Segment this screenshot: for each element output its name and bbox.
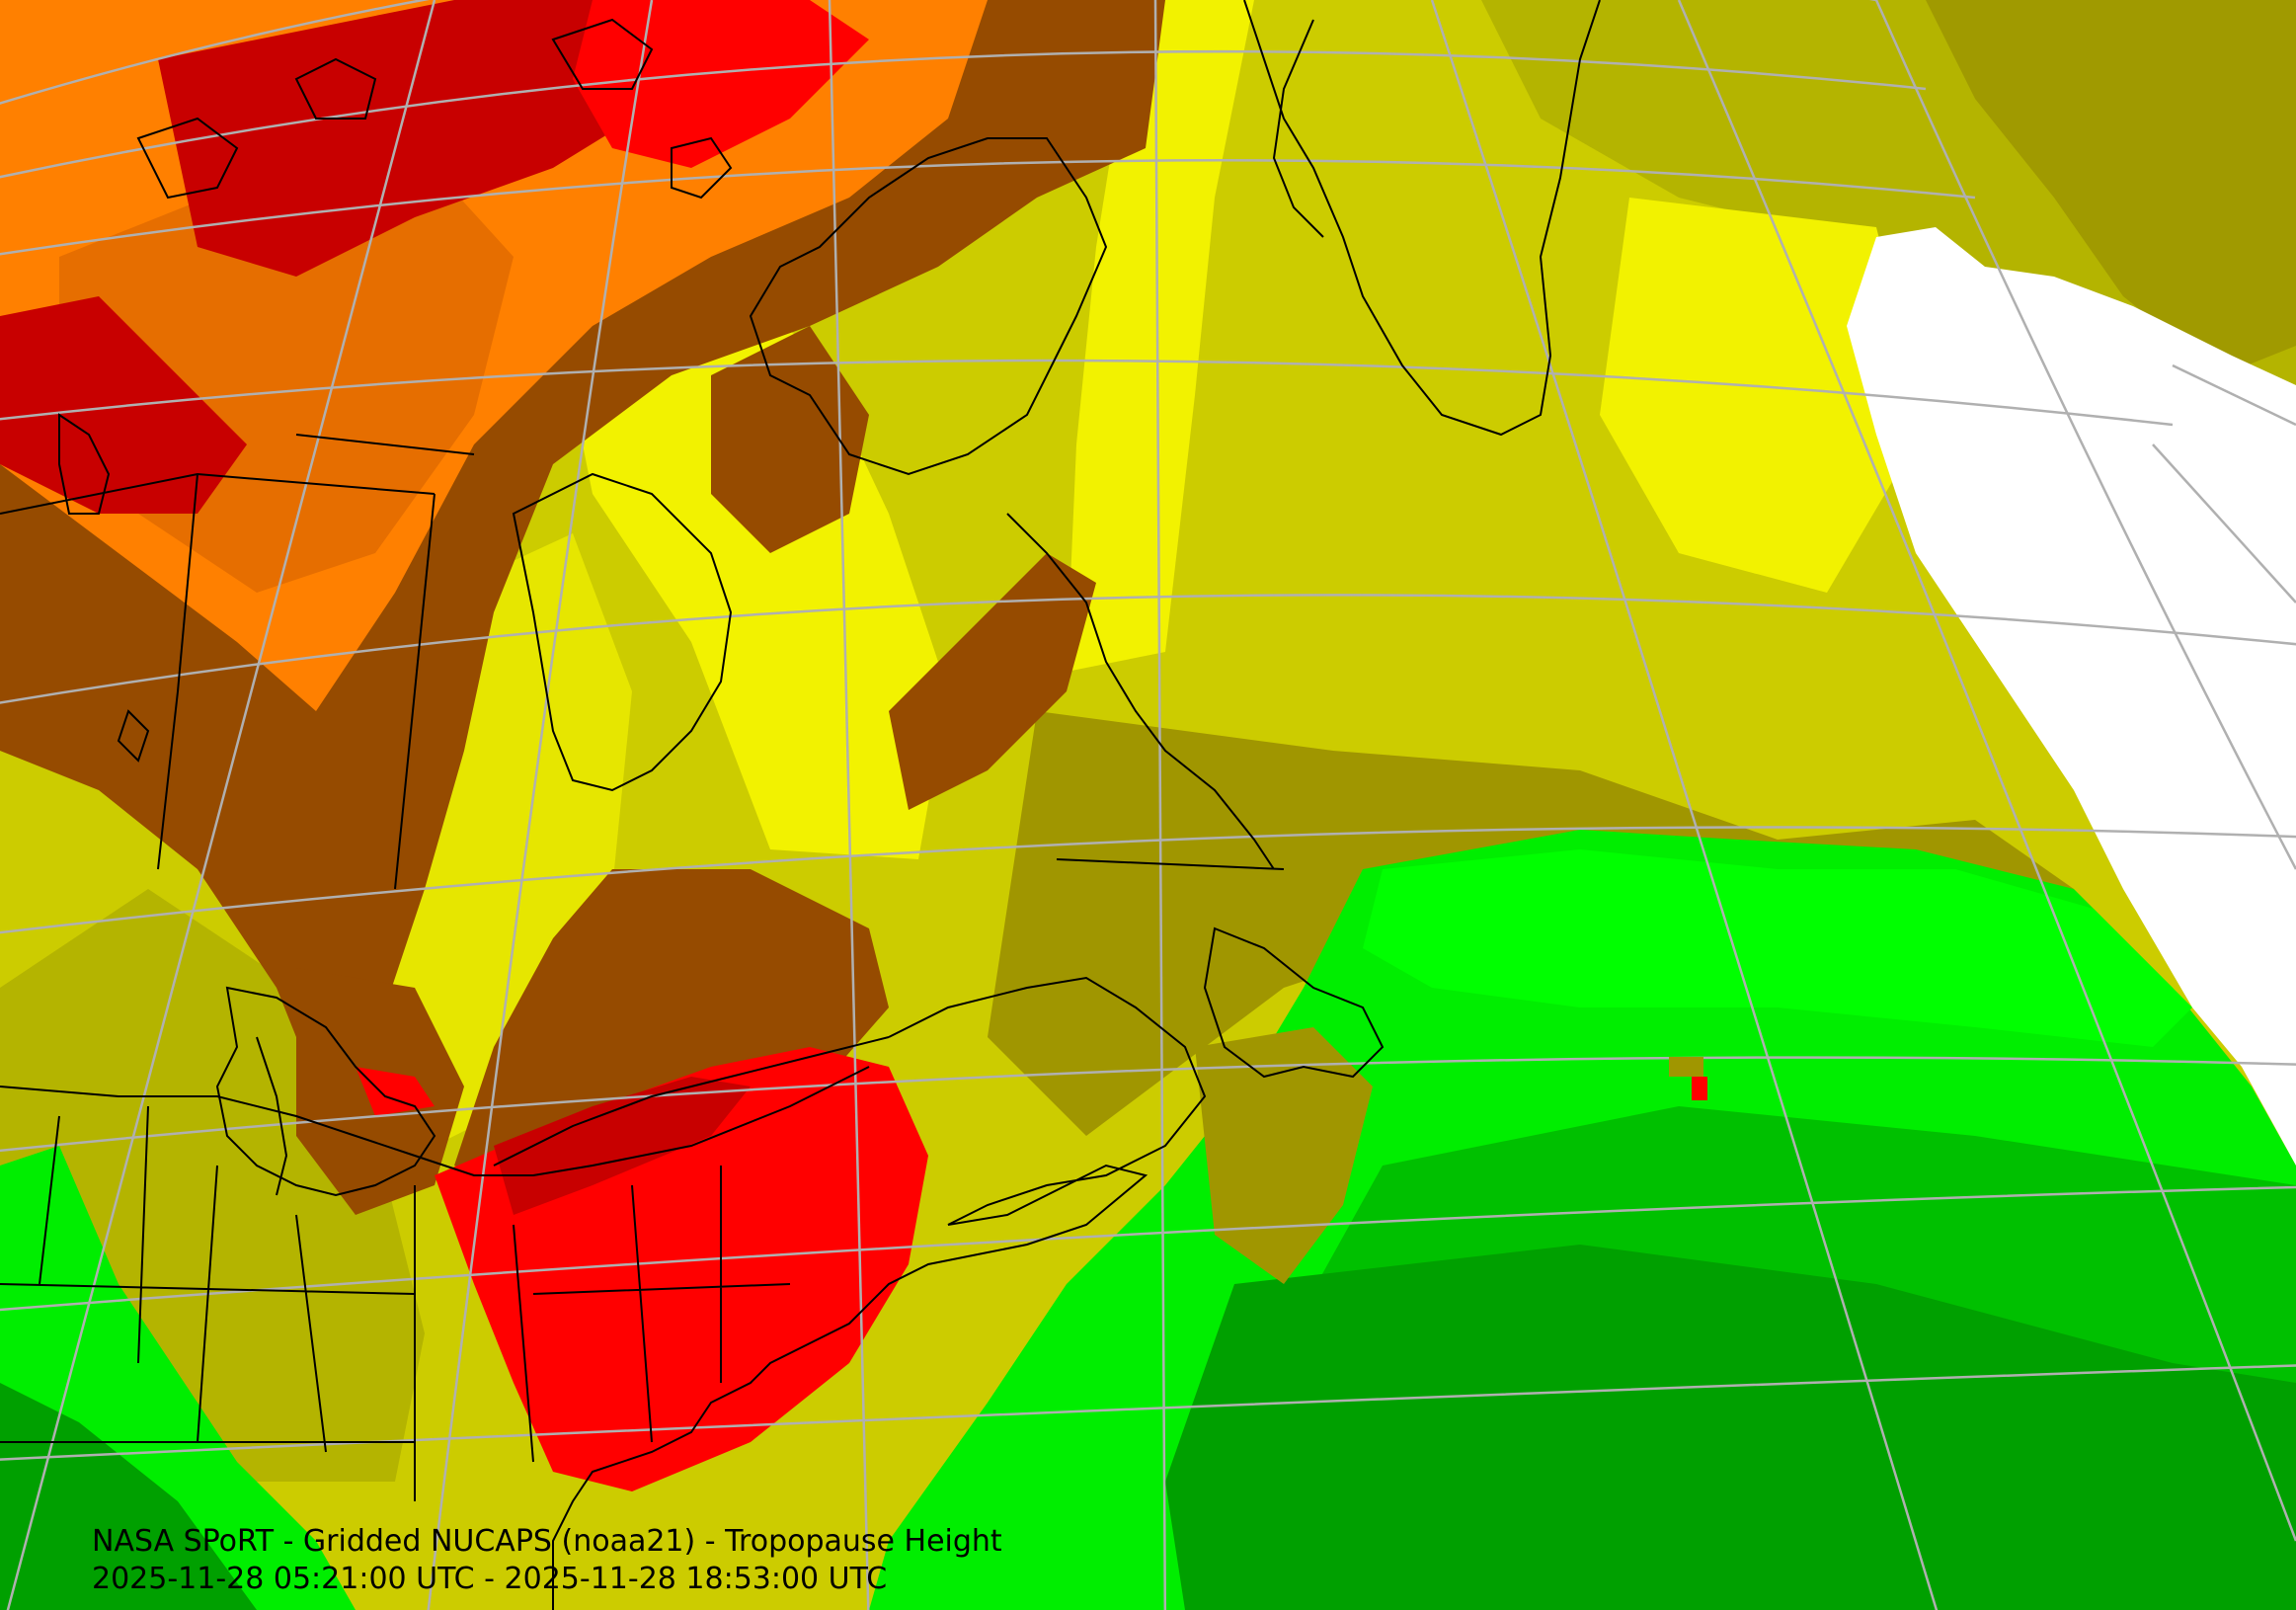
data-pixel-red bbox=[1692, 1077, 1707, 1100]
field-dark-olive-atlantic bbox=[988, 711, 2074, 1136]
greenland-coast bbox=[1243, 0, 1601, 437]
field-dark-red-stlawrence bbox=[494, 1077, 751, 1215]
western-lakes bbox=[58, 413, 150, 763]
coastlines bbox=[0, 0, 1601, 1610]
longitude-line bbox=[1677, 0, 2296, 1542]
latitude-line bbox=[0, 0, 1876, 105]
longitude-line bbox=[2172, 363, 2296, 427]
state-borders bbox=[0, 1105, 791, 1501]
longitude-line bbox=[427, 0, 654, 1610]
field-dark-olive-arctic bbox=[1926, 0, 2296, 375]
longitude-line bbox=[2152, 443, 2296, 604]
field-yellow-labrador bbox=[553, 257, 948, 859]
field-brown-labrador-streak bbox=[889, 553, 1096, 810]
greenland-west-coast bbox=[1272, 19, 1324, 238]
latitude-line bbox=[0, 159, 1976, 256]
latitude-line bbox=[0, 359, 2174, 427]
map-time-range: 2025-11-28 05:21:00 UTC - 2025-11-28 18:… bbox=[92, 1562, 888, 1596]
data-pixel-olive bbox=[1669, 1057, 1703, 1077]
longitude-line bbox=[6, 0, 436, 1610]
hudson-bay-coast bbox=[512, 472, 733, 792]
labrador-coast bbox=[1006, 513, 1275, 870]
field-red-baffin bbox=[573, 0, 869, 168]
field-brown-hudson-east bbox=[711, 326, 869, 553]
longitude-line bbox=[1430, 0, 1939, 1610]
longitude-line bbox=[1874, 0, 2296, 870]
quebec-interior-border bbox=[1056, 858, 1285, 870]
arctic-islands bbox=[136, 18, 733, 200]
latitude-line bbox=[0, 1364, 2296, 1461]
field-red-north bbox=[158, 0, 711, 277]
latitude-line bbox=[0, 1056, 2296, 1153]
latitude-line bbox=[0, 49, 1927, 179]
field-red-lakes bbox=[356, 1067, 435, 1116]
canada-provincial-borders bbox=[0, 434, 475, 890]
gulf-stlawrence-coast bbox=[888, 976, 1207, 1226]
longitude-line bbox=[1153, 0, 1167, 1610]
latitude-line bbox=[0, 826, 2296, 934]
field-yellow-greenland bbox=[1067, 0, 1254, 672]
map-title: NASA SPoRT - Gridded NUCAPS (noaa21) - T… bbox=[92, 1524, 1002, 1559]
great-lakes-outline bbox=[215, 986, 436, 1197]
us-canada-border bbox=[0, 1066, 870, 1176]
latitude-line bbox=[0, 594, 2296, 704]
baffin-island-coast bbox=[749, 137, 1108, 476]
us-east-coast bbox=[552, 1253, 979, 1610]
field-dark-green-bottom-left bbox=[0, 1383, 257, 1610]
field-dark-green-south bbox=[1165, 1245, 2296, 1610]
nova-scotia-coast bbox=[947, 1164, 1148, 1255]
newfoundland-coast bbox=[1203, 926, 1385, 1079]
field-bright-green-east bbox=[1363, 849, 2192, 1047]
latitude-line bbox=[0, 1185, 2296, 1312]
no-data-region bbox=[1847, 227, 2296, 1166]
field-olive-coastal-shelf bbox=[1195, 1027, 1373, 1284]
field-yellow-east bbox=[1600, 198, 1926, 593]
stlawrence-river bbox=[493, 1036, 890, 1167]
lake-michigan bbox=[256, 1036, 288, 1196]
